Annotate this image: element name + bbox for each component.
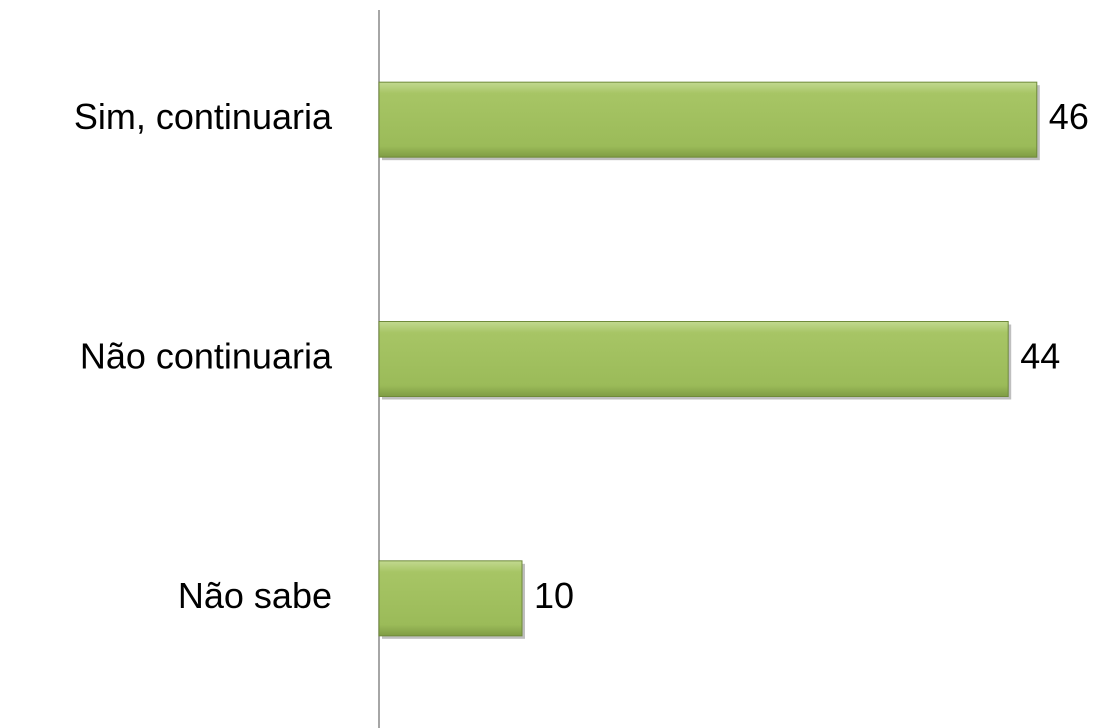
value-label: 10: [534, 575, 574, 616]
category-label: Não continuaria: [80, 336, 333, 377]
value-label: 44: [1020, 336, 1060, 377]
category-label: Sim, continuaria: [74, 96, 333, 137]
value-label: 46: [1049, 96, 1089, 137]
bar: [378, 321, 1009, 397]
bar: [378, 81, 1038, 158]
category-label: Não sabe: [178, 575, 332, 616]
bar: [378, 560, 523, 637]
